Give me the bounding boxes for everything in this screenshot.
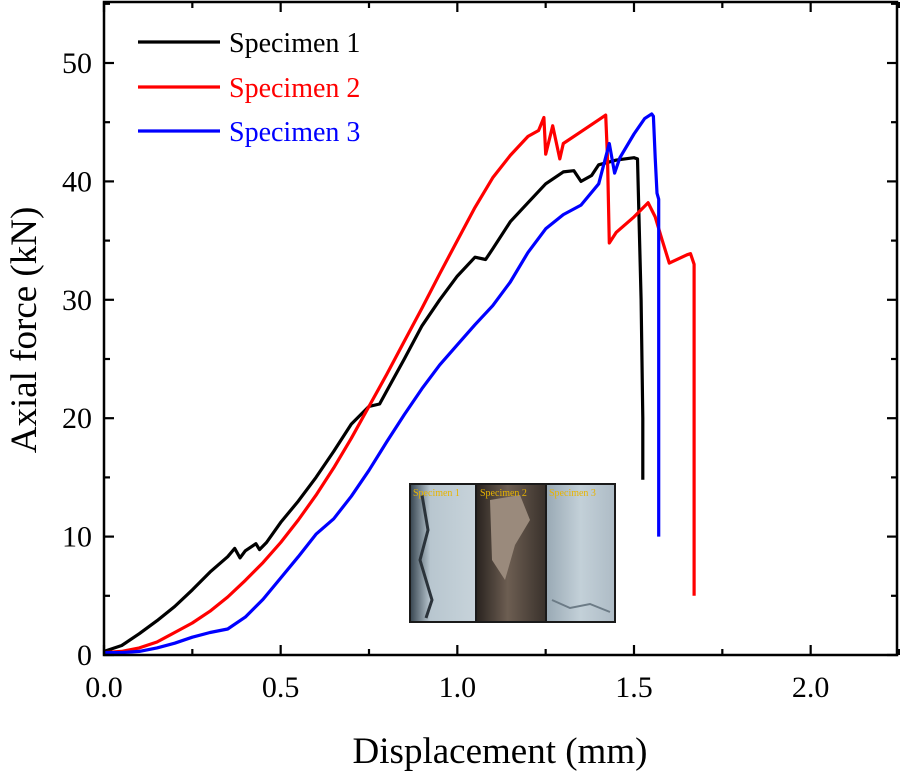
- y-tick-label: 40: [62, 165, 92, 198]
- y-tick-label: 50: [62, 47, 92, 80]
- series-line-specimen-1: [104, 156, 645, 653]
- legend-label-specimen-1: Specimen 1: [229, 28, 360, 59]
- x-tick-label: 1.0: [439, 671, 477, 704]
- series-line-specimen-2: [104, 113, 696, 655]
- y-tick-label: 10: [62, 521, 92, 554]
- x-ticks: [102, 2, 900, 655]
- y-tick-label: 0: [77, 639, 92, 672]
- series-line-specimen-3: [104, 112, 661, 655]
- x-tick-label: 2.0: [792, 671, 830, 704]
- y-axis-title: Axial force (kN): [4, 207, 45, 454]
- x-axis-title: Displacement (mm): [353, 731, 648, 772]
- legend-label-specimen-3: Specimen 3: [229, 117, 360, 148]
- plot-frame: [102, 0, 899, 657]
- inset-label-1: Specimen 1: [413, 488, 460, 499]
- inset-crack-3: [551, 599, 611, 613]
- inset-label-3: Specimen 3: [549, 488, 596, 499]
- y-tick-label: 30: [62, 284, 92, 317]
- y-tick-label: 20: [62, 402, 92, 435]
- legend-label-specimen-2: Specimen 2: [229, 73, 360, 104]
- x-tick-label: 0.0: [85, 671, 123, 704]
- legend: Specimen 1 Specimen 2 Specimen 3: [138, 28, 360, 148]
- inset-crack-1: [418, 494, 434, 619]
- inset-label-2: Specimen 2: [480, 488, 527, 499]
- x-tick-label: 1.5: [615, 671, 653, 704]
- inset-spall-2: [490, 495, 530, 580]
- x-tick-label: 0.5: [262, 671, 300, 704]
- inset-panel-3: [547, 485, 614, 621]
- inset-photo: Specimen 1 Specimen 2 Specimen 3: [409, 483, 616, 623]
- y-ticks: [104, 2, 897, 657]
